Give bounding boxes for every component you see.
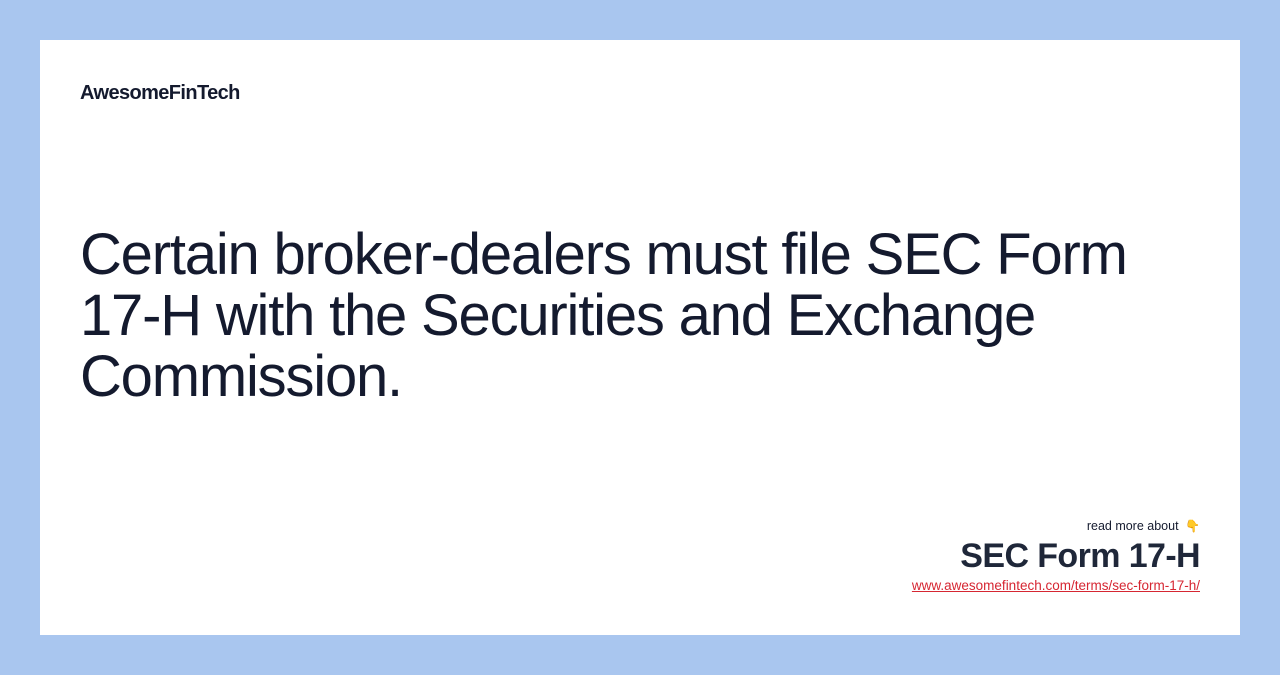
- read-more-line: read more about 👇: [912, 518, 1200, 534]
- share-card: AwesomeFinTech Certain broker-dealers mu…: [40, 40, 1240, 635]
- term-title: SEC Form 17-H: [960, 537, 1200, 575]
- read-more-section: read more about 👇 SEC Form 17-H www.awes…: [911, 518, 1201, 595]
- brand-logo-text[interactable]: AwesomeFinTech: [80, 82, 240, 104]
- pointing-down-hand-icon: 👇: [1185, 519, 1200, 533]
- term-link[interactable]: www.awesomefintech.com/terms/sec-form-17…: [911, 578, 1200, 593]
- headline: Certain broker-dealers must file SEC For…: [80, 222, 1128, 409]
- read-more-label: read more about: [1086, 519, 1179, 533]
